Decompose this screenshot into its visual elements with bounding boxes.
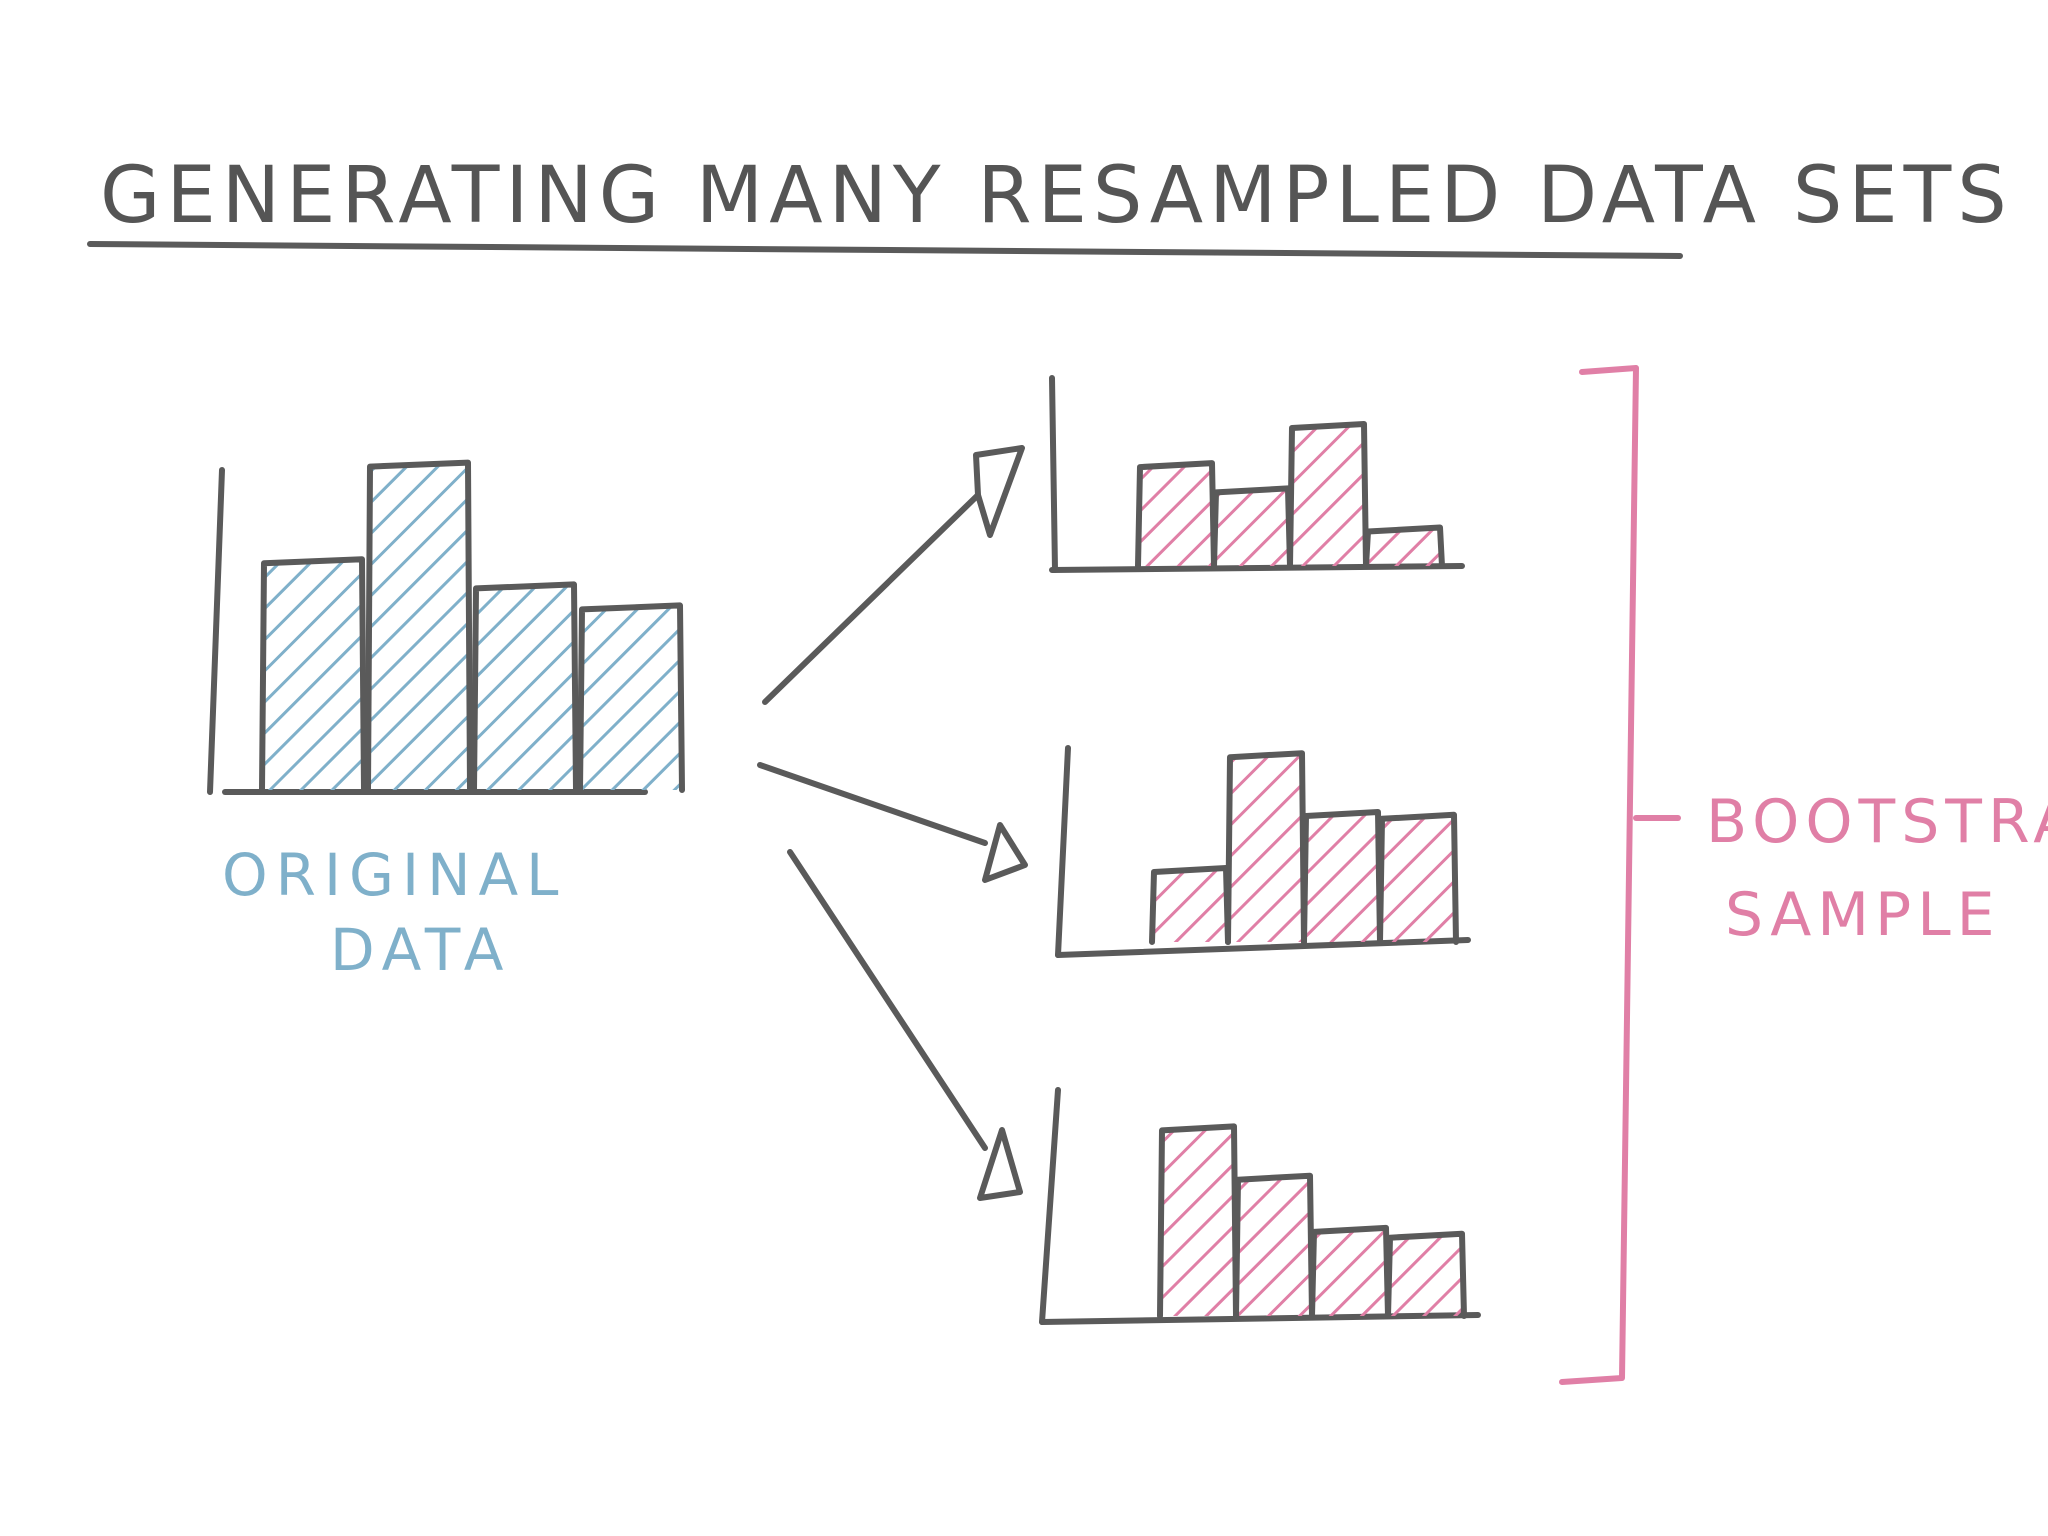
original-data-chart [207,459,685,795]
bar-outline [471,581,579,793]
bar-fill [580,605,682,790]
arrowhead-icon [973,445,1025,538]
arrowhead-icon [982,822,1028,883]
arrow-to-sample-2 [757,762,1028,883]
bar-fill [474,584,576,790]
bar-fill [262,559,364,790]
bar-fill [1388,1233,1464,1316]
bar-outline [577,602,685,793]
bar-fill [1138,463,1214,566]
bar-fill [1152,868,1228,942]
bar-fill [368,462,470,790]
bar-outline [1377,811,1459,945]
original-y-axis [207,467,225,795]
bootstrap-sample-chart-2 [1055,745,1471,958]
original-label-line1: ORIGINAL [222,841,566,909]
bar-fill [1236,1175,1312,1316]
title-underline [87,241,1683,259]
bar-fill [1366,527,1442,566]
sample-3-y-axis [1039,1087,1061,1325]
sample-2-x-axis [1055,937,1471,958]
arrowhead-icon [977,1127,1023,1201]
bar-fill [1304,812,1380,942]
diagram-title: GENERATING MANY RESAMPLED DATA SETS [100,151,2013,241]
arrow-to-sample-3 [787,849,1023,1201]
bar-outline [365,459,473,793]
bar-outline [259,556,367,793]
bar-outline [1385,1230,1467,1319]
sample-3-x-axis [1039,1312,1481,1325]
arrow-to-sample-1 [762,445,1025,705]
bootstrap-sample-chart-1 [1049,375,1465,573]
bootstrap-bracket [1559,365,1681,1385]
original-label-line2: DATA [330,916,511,984]
bootstrap-label-line2: SAMPLE [1725,880,2001,950]
bar-fill [1214,488,1290,566]
sample-1-x-axis [1049,563,1465,573]
sample-2-y-axis [1055,745,1071,958]
bar-fill [1228,753,1304,942]
bar-fill [1380,814,1456,942]
bar-fill [1160,1126,1236,1316]
bar-fill [1312,1227,1388,1316]
sample-1-y-axis [1049,375,1058,573]
bar-fill [1290,424,1366,566]
bar-outline [1363,524,1445,569]
bar-outline [1287,421,1369,569]
bootstrap-sample-chart-3 [1039,1087,1481,1325]
bootstrap-label-line1: BOOTSTRAP [1706,787,2048,857]
